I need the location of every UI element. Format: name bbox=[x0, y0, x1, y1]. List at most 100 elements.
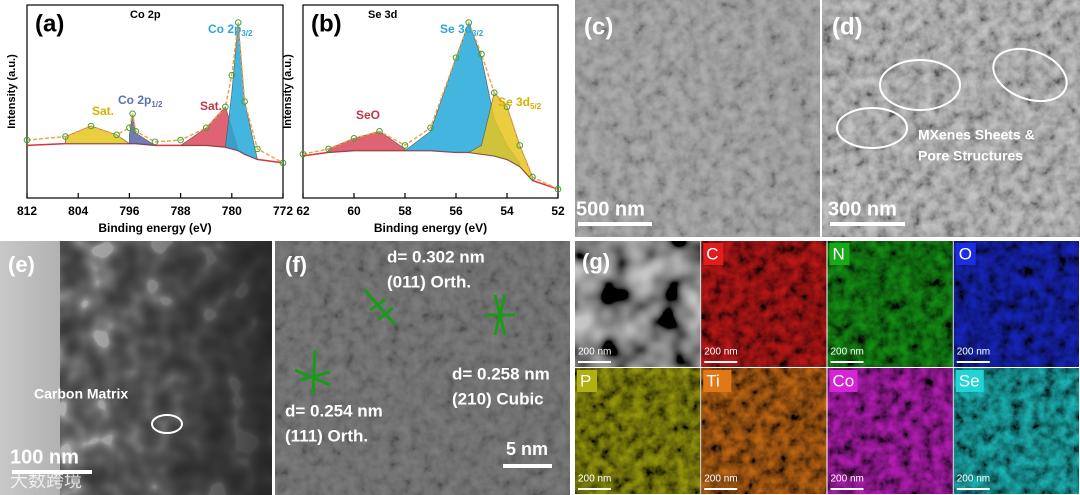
element-badge bbox=[955, 370, 984, 392]
element-label: Se bbox=[959, 371, 980, 390]
raw-point bbox=[241, 98, 248, 105]
x-tick-label: 54 bbox=[500, 204, 514, 218]
texture bbox=[60, 241, 272, 495]
annotation-sub: 1/2 bbox=[151, 100, 163, 109]
y-axis-label: Intensity (a.u.) bbox=[6, 54, 18, 129]
x-tick-label: 52 bbox=[551, 204, 565, 218]
fit-envelope bbox=[302, 20, 559, 190]
x-tick-label: 780 bbox=[222, 204, 242, 218]
note: Pore Structures bbox=[918, 148, 1023, 164]
raw-point bbox=[234, 19, 242, 26]
plane: (011) Orth. bbox=[387, 272, 471, 291]
scale-label: 200 nm bbox=[704, 474, 737, 485]
texture bbox=[275, 241, 570, 495]
raw-point bbox=[529, 173, 536, 181]
xps-chart: 62 60 58 56 54 52 Binding energy (eV) Intensity… bbox=[282, 4, 565, 235]
x-tick-label: 56 bbox=[449, 204, 463, 218]
panel-label: (b) bbox=[311, 10, 342, 37]
scale-label: 100 nm bbox=[10, 446, 79, 468]
raw-point bbox=[325, 145, 332, 153]
panel-label: (g) bbox=[582, 249, 610, 274]
x-tick-label: 772 bbox=[273, 204, 293, 218]
raw-point bbox=[478, 50, 485, 58]
scale-label: 200 nm bbox=[578, 347, 611, 358]
fit-component bbox=[225, 22, 258, 160]
annotation-text: Sat. bbox=[200, 99, 222, 113]
scale-label: 200 nm bbox=[957, 347, 990, 358]
chart-title: Co 2p bbox=[130, 9, 161, 21]
lattice-markers bbox=[294, 289, 515, 396]
raw-point bbox=[490, 89, 498, 97]
map-signal bbox=[575, 241, 701, 367]
raw-point bbox=[62, 133, 69, 140]
annotation-sub: 3/2 bbox=[241, 29, 253, 38]
x-tick-label: 58 bbox=[398, 204, 412, 218]
element-badge bbox=[577, 370, 597, 392]
raw-point bbox=[254, 145, 261, 153]
element-label: Ti bbox=[706, 371, 720, 390]
x-axis-label: Binding energy (eV) bbox=[374, 221, 487, 235]
raw-point bbox=[503, 103, 511, 111]
panel-label: (d) bbox=[832, 13, 863, 40]
panel-label: (a) bbox=[35, 10, 64, 37]
raw-point bbox=[202, 124, 210, 132]
element-badge bbox=[703, 370, 732, 392]
raw-point bbox=[23, 136, 31, 144]
panel-g: 200 nm C 200 nm N 200 nm O 200 nm P 200 nm Ti 200 … bbox=[575, 241, 1079, 494]
element-label: Co bbox=[833, 371, 855, 390]
element-label: N bbox=[833, 244, 845, 263]
peak-annotation: Sat. bbox=[92, 104, 114, 118]
raw-point bbox=[129, 110, 136, 118]
fit-component bbox=[467, 92, 533, 182]
panel-label: (c) bbox=[584, 13, 613, 40]
panel-label: (e) bbox=[8, 252, 35, 277]
raw-point bbox=[113, 131, 120, 139]
x-tick-label: 796 bbox=[119, 204, 139, 218]
annotation-text: Co 2p bbox=[118, 93, 151, 107]
raw-point bbox=[401, 142, 409, 149]
texture bbox=[575, 0, 820, 237]
highlight bbox=[879, 59, 961, 111]
panel-label: (f) bbox=[285, 252, 307, 277]
charts: 812 804 796 788 780 772 Binding energy (eV) Int… bbox=[6, 4, 565, 235]
plot-frame bbox=[302, 4, 559, 199]
scale-label: 200 nm bbox=[831, 474, 864, 485]
panel-d: (d) MXenes Sheets & Pore Structures 300 … bbox=[822, 0, 1080, 237]
scale-label: 200 nm bbox=[704, 347, 737, 358]
raw-point bbox=[279, 159, 287, 167]
scale-label: 200 nm bbox=[578, 474, 611, 485]
spacing: d= 0.258 nm bbox=[452, 364, 550, 383]
plot-frame bbox=[26, 4, 284, 199]
x-tick-label: 812 bbox=[17, 204, 37, 218]
raw-point bbox=[299, 150, 307, 158]
raw-point bbox=[452, 54, 460, 61]
element-badge bbox=[955, 243, 976, 265]
texture bbox=[822, 0, 1080, 237]
raw-point bbox=[228, 71, 236, 79]
highlight bbox=[992, 47, 1068, 103]
scale-label: 5 nm bbox=[506, 439, 548, 459]
raw-point bbox=[87, 122, 95, 130]
raw-point bbox=[132, 128, 140, 135]
peak-annotation: Se 3d5/2 bbox=[498, 95, 542, 111]
x-tick-label: 788 bbox=[171, 204, 191, 218]
chart-title: Se 3d bbox=[368, 9, 397, 21]
annotation-text: Sat. bbox=[92, 104, 114, 118]
raw-point bbox=[177, 136, 184, 144]
panel-f: (f) d= 0.302 nm (011) Orth. d= 0.258 nm … bbox=[275, 241, 570, 495]
raw-point bbox=[151, 138, 159, 146]
element-badge bbox=[703, 243, 724, 265]
raw-point bbox=[376, 128, 383, 135]
plane: (210) Cubic bbox=[452, 389, 544, 408]
highlight bbox=[151, 414, 183, 434]
peak-annotation: SeO bbox=[356, 108, 380, 122]
element-label: P bbox=[580, 371, 591, 390]
scale-label: 200 nm bbox=[957, 474, 990, 485]
raw-point bbox=[222, 103, 229, 111]
watermark: 大数跨境 bbox=[10, 471, 82, 491]
scale-label: 200 nm bbox=[831, 347, 864, 358]
note: MXenes Sheets & bbox=[918, 127, 1035, 143]
spacing: d= 0.254 nm bbox=[285, 401, 383, 420]
raw-point bbox=[465, 19, 473, 26]
